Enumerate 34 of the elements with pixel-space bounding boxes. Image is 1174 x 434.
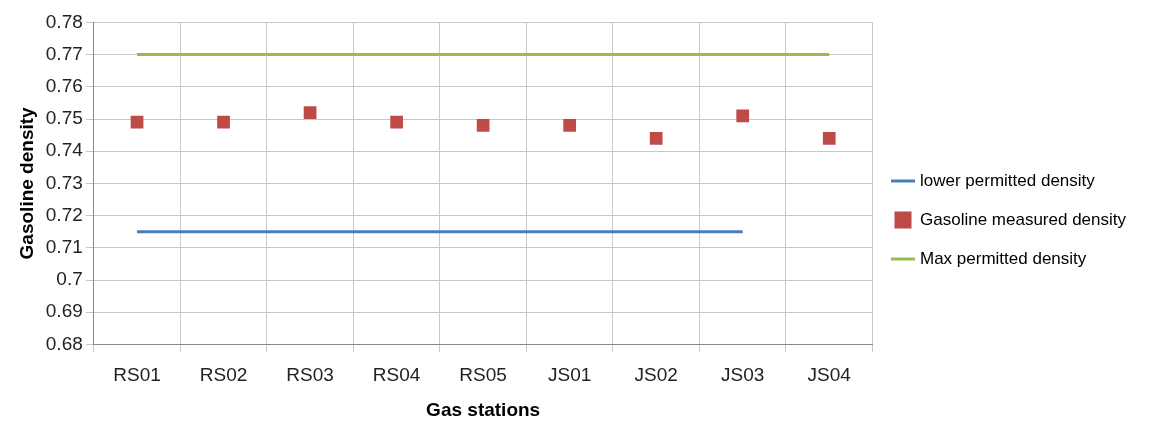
x-tick-label: RS05 — [459, 364, 507, 386]
x-tick-label: RS04 — [372, 364, 421, 386]
y-tick-label: 0.74 — [45, 139, 84, 161]
x-tick-label: RS02 — [199, 364, 248, 386]
y-tick-label: 0.73 — [45, 171, 83, 193]
y-tick-label: 0.7 — [56, 268, 83, 290]
point — [390, 115, 403, 129]
legend-label: Gasoline measured density — [920, 209, 1127, 229]
y-tick-label: 0.68 — [45, 332, 83, 354]
legend-label: lower permitted density — [920, 170, 1096, 190]
x-tick-label: JS02 — [634, 364, 678, 386]
x-tick-label: JS04 — [807, 364, 852, 386]
y-tick-label: 0.72 — [45, 203, 83, 225]
y-tick-label: 0.76 — [45, 75, 83, 97]
x-tick-label: JS01 — [548, 364, 592, 386]
point — [649, 131, 663, 145]
point — [822, 131, 836, 145]
point — [130, 115, 144, 129]
y-axis-title: Gasoline density — [15, 106, 37, 260]
x-tick-label: JS03 — [721, 364, 765, 386]
y-tick-label: 0.71 — [45, 236, 83, 258]
point — [563, 119, 577, 132]
y-tick-label: 0.69 — [45, 300, 83, 322]
y-tick-label: 0.75 — [45, 107, 83, 129]
y-tick-label: 0.78 — [45, 10, 83, 32]
point — [476, 119, 490, 132]
point — [217, 115, 230, 129]
point — [736, 109, 750, 123]
x-axis-title: Gas stations — [426, 398, 541, 420]
point — [303, 106, 317, 119]
x-tick-label: RS01 — [113, 364, 161, 386]
x-tick-label: RS03 — [286, 364, 334, 386]
y-tick-label: 0.77 — [45, 42, 83, 64]
legend-label: Max permitted density — [920, 248, 1087, 268]
